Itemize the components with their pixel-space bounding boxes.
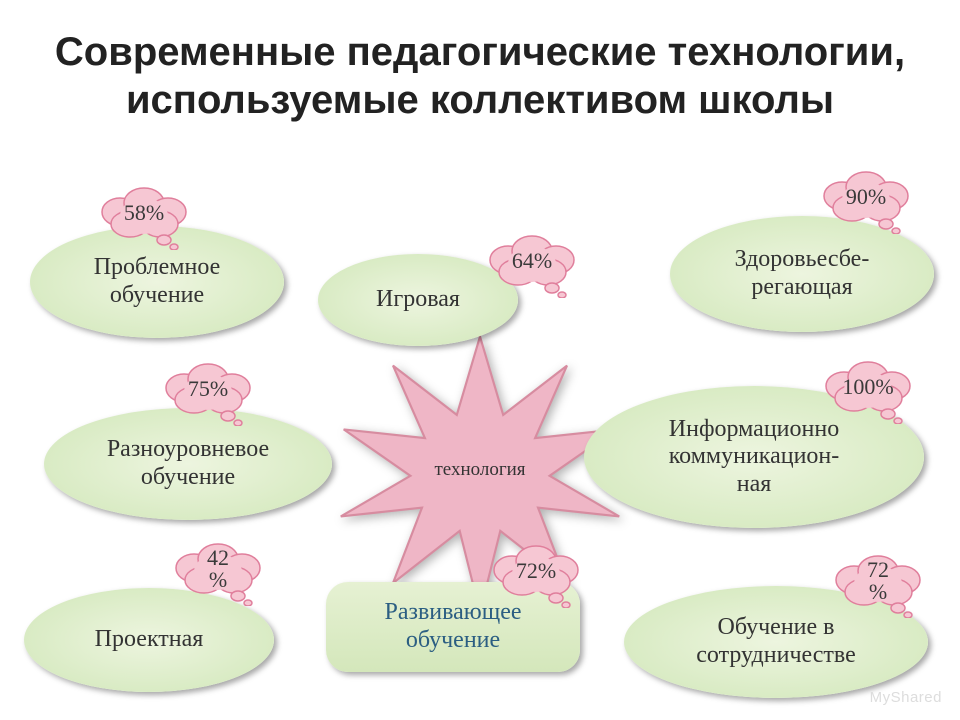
cloud-ict: 100% — [818, 360, 918, 424]
node-label-health: Здоровьесбе- регающая — [735, 246, 870, 301]
cloud-pct-health: 90% — [816, 170, 916, 234]
cloud-pct-project: 42 % — [168, 542, 268, 606]
cloud-project: 42 % — [168, 542, 268, 606]
page-title: Современные педагогические технологии, и… — [0, 28, 960, 124]
node-label-ict: Информационно коммуникацион- ная — [600, 416, 908, 499]
cloud-pct-game: 64% — [482, 234, 582, 298]
diagram-canvas: Современные педагогические технологии, и… — [0, 0, 960, 720]
watermark: MyShared — [870, 689, 942, 706]
node-label-level: Разноуровневое обучение — [60, 436, 316, 491]
cloud-level: 75% — [158, 362, 258, 426]
cloud-health: 90% — [816, 170, 916, 234]
node-label-project: Проектная — [95, 626, 204, 654]
node-label-problem: Проблемное обучение — [46, 254, 268, 309]
cloud-coop: 72 % — [828, 554, 928, 618]
cloud-problem: 58% — [94, 186, 194, 250]
cloud-develop: 72% — [486, 544, 586, 608]
node-label-game: Игровая — [376, 286, 460, 314]
cloud-pct-coop: 72 % — [828, 554, 928, 618]
cloud-game: 64% — [482, 234, 582, 298]
cloud-pct-develop: 72% — [486, 544, 586, 608]
cloud-pct-ict: 100% — [818, 360, 918, 424]
cloud-pct-level: 75% — [158, 362, 258, 426]
cloud-pct-problem: 58% — [94, 186, 194, 250]
node-label-coop: Обучение в сотрудничестве — [640, 614, 912, 669]
